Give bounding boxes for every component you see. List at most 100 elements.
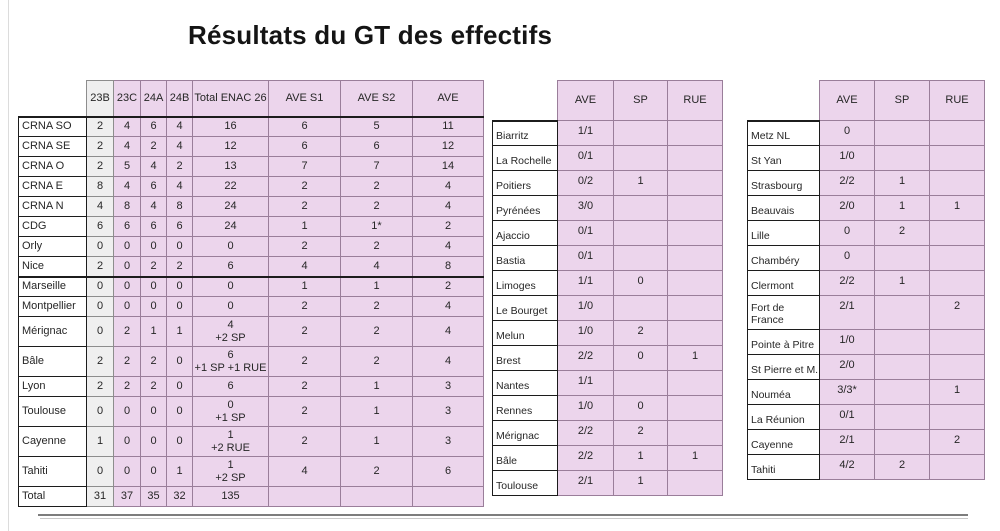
- cell: 13: [192, 156, 269, 177]
- main-results-table: 23B 23C 24A 24B Total ENAC 26 AVE S1 AVE S2 AVE…: [18, 80, 484, 507]
- table-row: St Pierre et M. 2/0: [747, 354, 985, 380]
- cell: 0: [166, 376, 193, 397]
- cell: 2/2: [557, 420, 614, 446]
- column-header: RUE: [667, 80, 723, 121]
- bottom-rule-light: [40, 518, 968, 519]
- cell: 14: [412, 156, 484, 177]
- cell: 8: [166, 196, 193, 217]
- cell: 0: [113, 426, 141, 457]
- cell: 2: [268, 316, 341, 347]
- cell: 4: [412, 176, 484, 197]
- cell: 6: [192, 376, 269, 397]
- cell: 0: [140, 296, 167, 317]
- cell: 2: [113, 316, 141, 347]
- cell: 2: [340, 456, 413, 487]
- cell: 1: [340, 396, 413, 427]
- row-label: Toulouse: [18, 396, 87, 427]
- cell: 0: [166, 396, 193, 427]
- cell: 1: [929, 195, 985, 221]
- row-label: Rennes: [492, 395, 558, 421]
- row-label: Lille: [747, 220, 820, 246]
- cell: 4: [268, 256, 341, 278]
- cell: [874, 429, 930, 455]
- cell: [268, 486, 341, 507]
- table-row: Bastia 0/1: [492, 245, 723, 271]
- row-label: Fort de France: [747, 295, 820, 330]
- cell: 0: [113, 456, 141, 487]
- cell: 1: [340, 276, 413, 297]
- cell: 32: [166, 486, 193, 507]
- slide-left-edge: [8, 0, 9, 531]
- cell: [667, 420, 723, 446]
- cell: 5: [113, 156, 141, 177]
- cell: [874, 295, 930, 330]
- cell: [874, 354, 930, 380]
- cell: 135: [192, 486, 269, 507]
- table-row: Beauvais 2/0 1 1: [747, 195, 985, 221]
- bottom-rule-dark: [38, 514, 968, 516]
- cell: 7: [340, 156, 413, 177]
- middle-centres-table: AVE SP RUE Biarritz 1/1 La Rochelle 0/1 Poitier…: [492, 80, 723, 496]
- cell: 0: [613, 270, 668, 296]
- cell: [613, 220, 668, 246]
- cell: 0/1: [557, 220, 614, 246]
- table-row: Lyon 2 2 2 0 6 2 1 3: [18, 376, 484, 397]
- row-label: Lyon: [18, 376, 87, 397]
- cell: 0: [819, 245, 875, 271]
- cell: 4: [166, 136, 193, 157]
- table-row: Marseille 0 0 0 0 0 1 1 2: [18, 276, 484, 297]
- cell: 2: [929, 429, 985, 455]
- cell: 0: [166, 236, 193, 257]
- cell: 6: [166, 216, 193, 237]
- cell: 2/0: [819, 354, 875, 380]
- table-row: Rennes 1/0 0: [492, 395, 723, 421]
- table-row: Brest 2/2 0 1: [492, 345, 723, 371]
- table-row: Strasbourg 2/2 1: [747, 170, 985, 196]
- table-row: Mérignac 2/2 2: [492, 420, 723, 446]
- cell: 0: [192, 276, 269, 297]
- cell: 2/0: [819, 195, 875, 221]
- cell: [667, 145, 723, 171]
- cell: 4: [113, 136, 141, 157]
- cell: 2: [140, 136, 167, 157]
- cell: 0: [113, 296, 141, 317]
- cell: [929, 454, 985, 480]
- cell: [667, 170, 723, 196]
- table-row: Clermont 2/2 1: [747, 270, 985, 296]
- row-label: CRNA N: [18, 196, 87, 217]
- cell: 6 +1 SP +1 RUE: [192, 346, 269, 377]
- table-row: Nantes 1/1: [492, 370, 723, 396]
- cell: 1: [667, 345, 723, 371]
- table-row: Poitiers 0/2 1: [492, 170, 723, 196]
- table-row: St Yan 1/0: [747, 145, 985, 171]
- cell: 6: [140, 176, 167, 197]
- column-header: RUE: [929, 80, 985, 121]
- cell: 6: [113, 216, 141, 237]
- cell: 6: [192, 256, 269, 278]
- cell: 6: [140, 115, 167, 137]
- row-label: CDG: [18, 216, 87, 237]
- cell: 2: [340, 296, 413, 317]
- row-label: Biarritz: [492, 119, 558, 146]
- cell: 2: [929, 295, 985, 330]
- cell: 35: [140, 486, 167, 507]
- cell: 4 +2 SP: [192, 316, 269, 347]
- cell: [874, 379, 930, 405]
- page-title: Résultats du GT des effectifs: [188, 20, 553, 50]
- cell: [667, 370, 723, 396]
- cell: [874, 329, 930, 355]
- right-centres-table: AVE SP RUE Metz NL 0 St Yan 1/0 Strasbourg 2/2 1 B…: [747, 80, 985, 480]
- row-label: Nouméa: [747, 379, 820, 405]
- table-row: Fort de France 2/1 2: [747, 295, 985, 330]
- table-row: Limoges 1/1 0: [492, 270, 723, 296]
- cell: 1: [874, 270, 930, 296]
- cell: 1 +2 SP: [192, 456, 269, 487]
- cell: 4: [340, 256, 413, 278]
- cell: 2/1: [557, 470, 614, 496]
- cell: 4: [412, 296, 484, 317]
- cell: 1: [613, 470, 668, 496]
- cell: [929, 245, 985, 271]
- table-row: Nice 2 0 2 2 6 4 4 8: [18, 256, 484, 278]
- cell: [613, 195, 668, 221]
- cell: 2: [613, 320, 668, 346]
